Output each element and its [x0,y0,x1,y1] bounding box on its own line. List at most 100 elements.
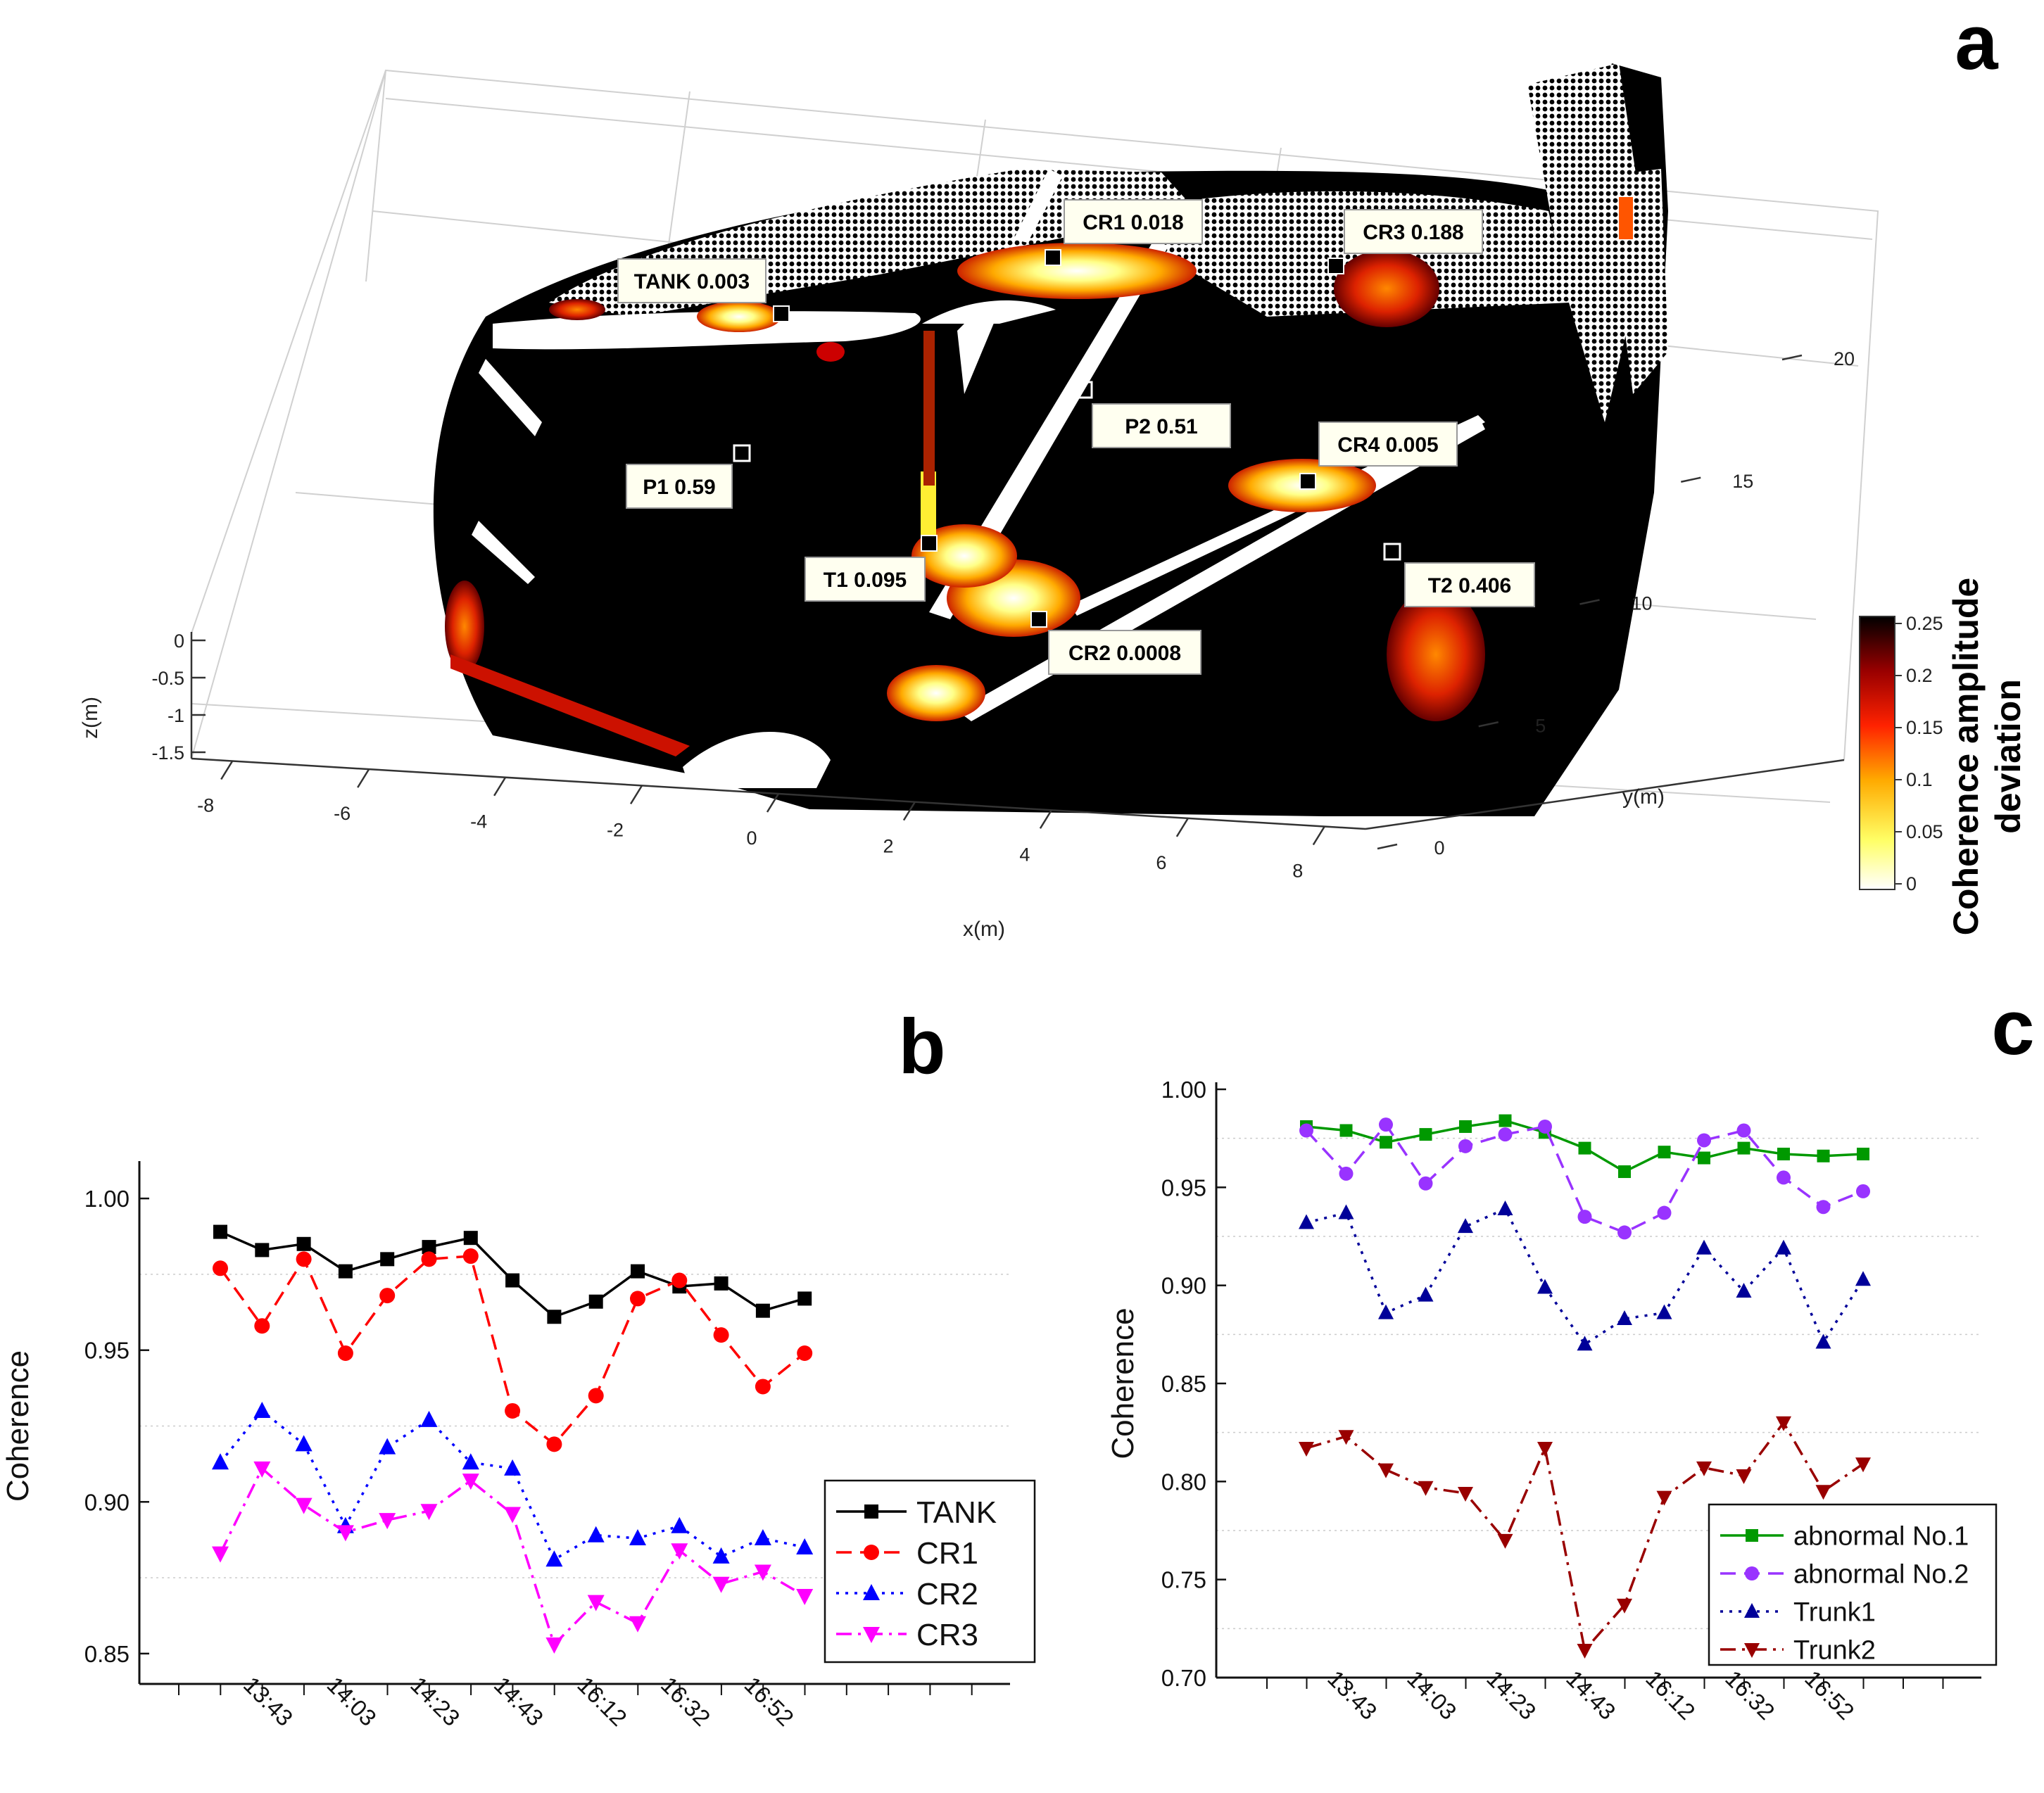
x-tick-label: 0 [746,828,757,849]
data-point [213,1260,228,1276]
x-tick-mark [1175,818,1189,837]
x-tick-label: 16:12 [1641,1665,1701,1725]
data-point [1378,1304,1394,1319]
data-point [336,1525,354,1542]
x-tick-mark [357,768,370,788]
data-point [253,1401,271,1418]
panel-a: a [79,0,2028,941]
data-point [213,1224,227,1239]
series-line [219,1466,806,1647]
data-point [1299,1214,1314,1229]
legend-item: CR2 [836,1577,978,1611]
x-tick-label: 14:43 [1561,1665,1621,1725]
annotation-t2: T2 0.406 [1383,543,1535,607]
x-tick-label: 14:23 [1482,1665,1541,1725]
z-axis-3d-ticks: 0 -0.5 -1 -1.5 [151,631,206,764]
x-tick-mark [1312,825,1325,846]
colorbar-gradient [1859,616,1895,890]
data-point [546,1436,562,1452]
y-tick-label: 0.85 [1161,1371,1206,1397]
data-point [588,1294,603,1309]
series-cr3 [212,1461,814,1654]
data-point [1617,1310,1632,1326]
data-point [629,1616,646,1633]
data-point [295,1497,313,1514]
annotation-tank: TANK 0.003 [617,258,790,322]
colorbar: 0.250.20.150.10.050 Coherence amplitude … [1859,578,2028,935]
annotation-label: CR2 0.0008 [1068,642,1181,665]
annotation-cr1: CR1 0.018 [1045,199,1203,266]
y-tick-mark [1377,843,1398,850]
panel-a-letter: a [1955,0,1998,86]
data-point [545,1550,563,1567]
data-point [1577,1210,1592,1224]
z-tick-label: -1 [168,705,184,726]
z-tick-label: -0.5 [151,668,184,689]
data-point [631,1264,645,1279]
data-point [1379,1117,1393,1132]
data-point [1815,1333,1831,1349]
data-point [1497,1200,1513,1215]
data-point [629,1529,646,1546]
data-point [338,1264,353,1279]
data-tip-marker-hollow [733,444,751,462]
annotation-box [1092,403,1231,448]
data-point [1776,1416,1791,1431]
y-tick-label: 15 [1732,471,1753,492]
data-point [671,1516,688,1533]
legend-marker [864,1504,878,1519]
x-tick-label: -2 [607,819,624,840]
legend: TANK CR1 CR2 CR3 [824,1479,1036,1664]
annotation-label: CR3 0.188 [1363,221,1463,244]
panel-c-letter: c [1991,984,2034,1071]
legend-marker [1745,1566,1759,1580]
colorbar-ticks: 0.25 0.2 0.15 0.1 0.05 0 [1895,613,1943,894]
annotation-box [1404,562,1535,607]
legend: abnormal No.1 abnormal No.2 Trunk1 Trunk2 [1708,1503,1998,1666]
annotations: TANK 0.003 CR1 0.018 CR3 0.188 P2 0.51 CR4 0… [617,199,1535,675]
y-axis-3d-ticks: 0 5 10 15 20 [1377,348,1855,859]
annotation-label: CR1 0.018 [1083,211,1183,234]
legend-item: abnormal No.2 [1720,1560,1969,1590]
data-point [1299,1441,1314,1457]
data-point [1339,1124,1353,1137]
annotation-p2: P2 0.51 [1075,381,1231,448]
data-point [1698,1151,1710,1165]
x-tick-label: 2 [883,836,893,857]
annotation-box [617,258,766,303]
data-point [1458,1218,1473,1234]
data-point [1459,1120,1472,1133]
data-point [296,1251,312,1267]
legend-label: CR1 [916,1536,978,1571]
data-point [587,1595,605,1611]
panel-c: c 0.70 0.75 0.80 0.85 0.90 0.95 1.00 13:43 14:03 1… [1106,984,2035,1725]
data-point [1618,1165,1631,1179]
data-point [1696,1239,1712,1255]
annotation-cr4: CR4 0.005 [1299,422,1458,490]
y-tick-mark [1579,599,1600,605]
annotation-box [1344,209,1483,254]
data-point [380,1252,395,1267]
x-tick-label: 14:43 [489,1671,549,1731]
data-tip-marker-filled [921,535,938,552]
x-tick-label: 8 [1292,861,1303,882]
y-tick-mark [1680,476,1701,483]
legend-item: TANK [836,1495,997,1530]
data-point [1538,1119,1552,1134]
annotation-t1: T1 0.095 [805,535,938,602]
x-tick-label: 16:52 [1800,1665,1860,1725]
annotation-box [1048,630,1201,675]
y-tick-label: 0.80 [1161,1469,1206,1495]
data-point [630,1291,645,1307]
data-point [379,1438,396,1455]
x-tick-label: 14:03 [1402,1665,1462,1725]
data-point [420,1504,438,1521]
colorbar-tick-label: 0.15 [1906,717,1943,738]
x-tick-mark [493,777,507,797]
x-tick-mark [629,785,643,805]
series-cr1 [213,1248,813,1452]
data-point [797,1345,813,1362]
panel-b: b 0.85 0.90 0.95 1.00 13:43 14:03 14:23 14:43 16:… [1,1003,1036,1731]
data-point [1537,1279,1553,1294]
y-tick-label: 5 [1535,715,1546,736]
